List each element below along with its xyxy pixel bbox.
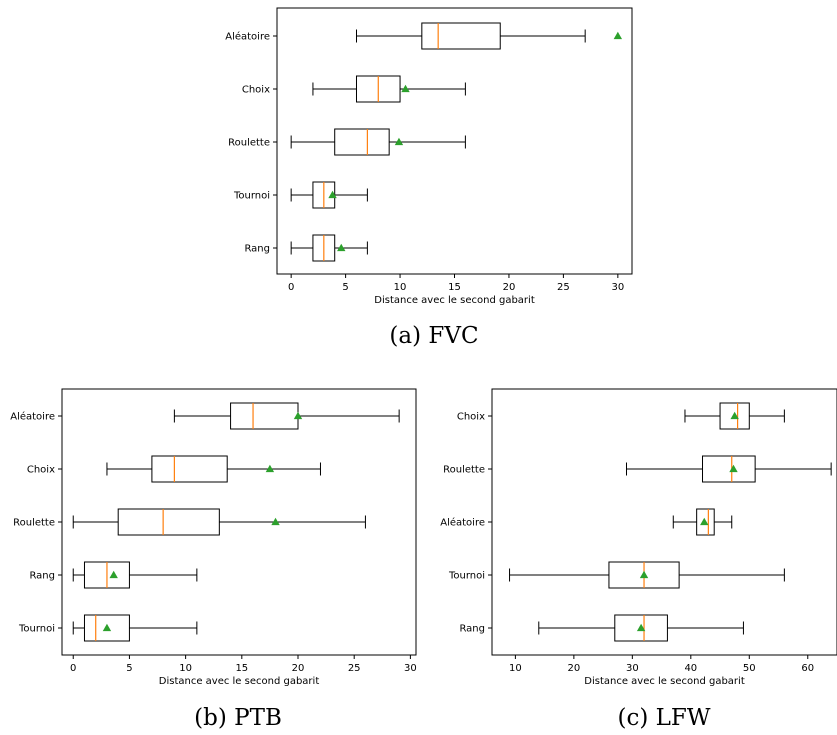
y-tick-label: Aléatoire xyxy=(10,411,55,423)
box-rang: Rang xyxy=(244,234,368,262)
box-rang: Rang xyxy=(459,614,744,642)
panel-fvc: 0 5 10 15 20 25 30 Distance avec le second gaba… xyxy=(225,7,633,306)
y-tick-label: Roulette xyxy=(443,465,485,476)
caption-ptb: (b) PTB xyxy=(194,705,282,731)
y-tick-label: Tournoi xyxy=(448,571,485,582)
y-tick-label: Aléatoire xyxy=(225,31,270,43)
box-choix: Choix xyxy=(457,402,785,430)
iqr-box xyxy=(151,455,228,483)
x-tick-label: 20 xyxy=(567,663,580,674)
y-tick-label: Rang xyxy=(244,244,270,255)
y-tick-label: Rang xyxy=(459,624,485,635)
x-tick-label: 25 xyxy=(348,663,361,674)
box-alatoire: Aléatoire xyxy=(225,22,623,50)
mean-marker xyxy=(636,623,646,632)
iqr-box xyxy=(696,508,715,536)
x-axis-label: Distance avec le second gabarit xyxy=(374,295,535,306)
x-tick-label: 0 xyxy=(70,663,76,674)
mean-marker xyxy=(613,31,623,40)
mean-marker xyxy=(639,570,649,579)
x-tick-label: 50 xyxy=(743,663,756,674)
x-axis-label: Distance avec le second gabarit xyxy=(159,676,320,687)
x-tick-label: 30 xyxy=(626,663,639,674)
box-choix: Choix xyxy=(27,455,321,483)
x-tick-label: 30 xyxy=(611,282,624,293)
mean-marker xyxy=(401,84,410,93)
box-roulette: Roulette xyxy=(228,128,466,156)
box-alatoire: Aléatoire xyxy=(10,402,400,430)
x-tick-label: 0 xyxy=(288,282,294,293)
mean-marker xyxy=(271,517,280,526)
x-tick-label: 60 xyxy=(801,663,814,674)
iqr-box xyxy=(421,22,501,50)
iqr-box xyxy=(614,614,668,642)
y-tick-label: Choix xyxy=(242,85,270,96)
box-roulette: Roulette xyxy=(443,455,832,483)
panel-lfw: 10 20 30 40 50 60 Distance avec le second gaba… xyxy=(440,388,837,687)
iqr-box xyxy=(83,614,130,642)
box-alatoire: Aléatoire xyxy=(440,508,733,536)
x-tick-label: 25 xyxy=(557,282,570,293)
mean-marker xyxy=(729,464,738,473)
caption-lfw: (c) LFW xyxy=(617,705,710,731)
mean-marker xyxy=(337,243,346,252)
x-tick-label: 5 xyxy=(342,282,348,293)
caption-fvc: (a) FVC xyxy=(389,323,478,349)
x-tick-label: 30 xyxy=(404,663,417,674)
y-tick-label: Rang xyxy=(29,571,55,582)
x-tick-label: 40 xyxy=(684,663,697,674)
y-tick-label: Tournoi xyxy=(18,624,55,635)
iqr-box xyxy=(230,402,299,430)
x-axis-label: Distance avec le second gabarit xyxy=(584,676,745,687)
mean-marker xyxy=(730,411,739,420)
mean-marker xyxy=(265,464,275,473)
mean-marker xyxy=(328,190,337,199)
mean-marker xyxy=(293,411,303,420)
box-tournoi: Tournoi xyxy=(18,614,198,642)
mean-marker xyxy=(700,517,709,526)
box-tournoi: Tournoi xyxy=(448,561,785,589)
x-tick-label: 10 xyxy=(509,663,522,674)
mean-marker xyxy=(109,570,118,579)
box-roulette: Roulette xyxy=(13,508,366,536)
x-tick-label: 15 xyxy=(235,663,248,674)
x-tick-label: 10 xyxy=(394,282,407,293)
panel-ptb: 0 5 10 15 20 25 30 Distance avec le second gaba… xyxy=(10,388,417,687)
plot-frame xyxy=(276,7,633,275)
mean-marker xyxy=(394,137,404,146)
box-tournoi: Tournoi xyxy=(233,181,368,209)
y-tick-label: Tournoi xyxy=(233,191,270,202)
iqr-box xyxy=(117,508,220,536)
iqr-box xyxy=(334,128,390,156)
iqr-box xyxy=(702,455,756,483)
box-rang: Rang xyxy=(29,561,198,589)
iqr-box xyxy=(719,402,750,430)
x-tick-label: 10 xyxy=(179,663,192,674)
y-tick-label: Roulette xyxy=(13,518,55,529)
x-tick-label: 20 xyxy=(292,663,305,674)
x-tick-label: 20 xyxy=(503,282,516,293)
box-choix: Choix xyxy=(242,75,466,103)
x-tick-label: 15 xyxy=(448,282,461,293)
y-tick-label: Choix xyxy=(27,465,55,476)
y-tick-label: Roulette xyxy=(228,138,270,149)
mean-marker xyxy=(102,623,112,632)
x-tick-label: 5 xyxy=(126,663,132,674)
y-tick-label: Choix xyxy=(457,412,485,423)
y-tick-label: Aléatoire xyxy=(440,517,485,529)
